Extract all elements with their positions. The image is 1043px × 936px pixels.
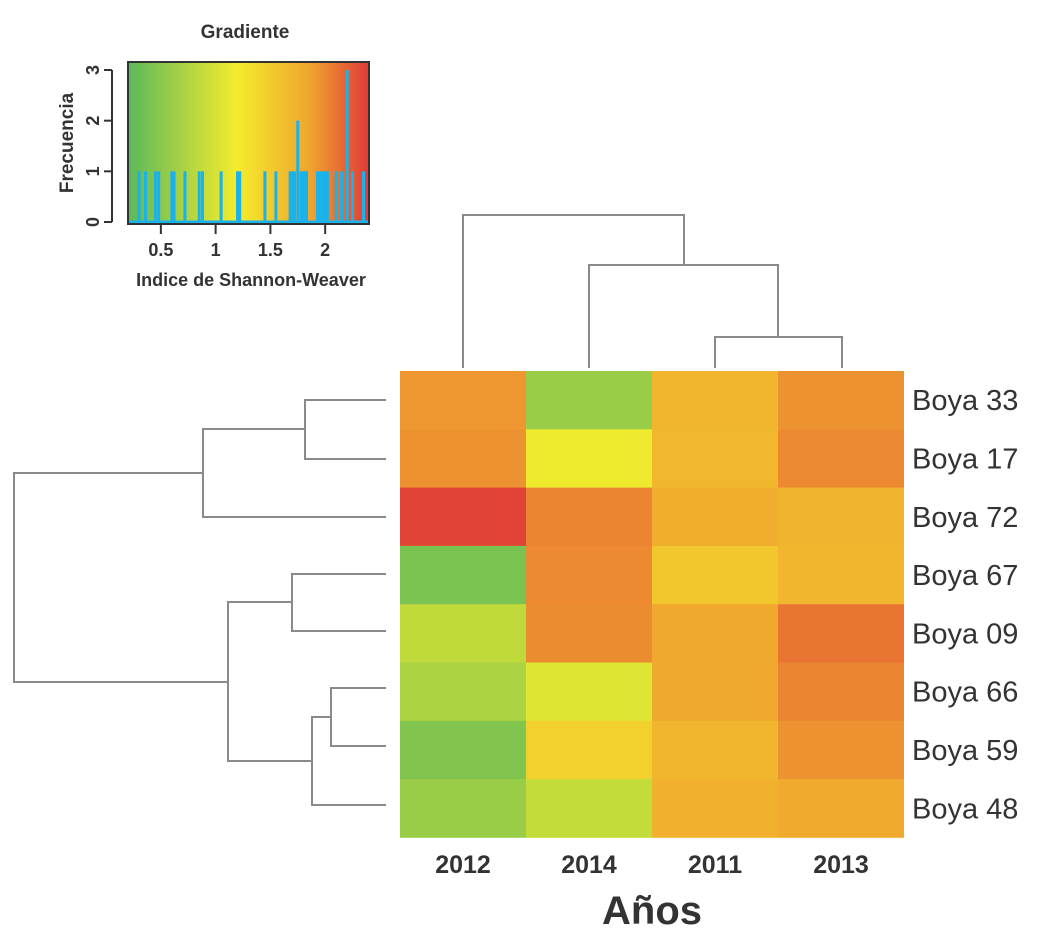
row-dendro-lower-group <box>227 601 312 762</box>
key-y-ticks: 0 1 2 3 <box>83 65 112 227</box>
heatmap-cell <box>778 545 904 605</box>
row-dendro-72 <box>202 428 386 518</box>
row-dendro-67-09 <box>291 573 386 632</box>
heatmap-cell <box>652 429 778 488</box>
heatmap-cell <box>526 662 652 722</box>
row-label: Boya 67 <box>912 560 1018 592</box>
heatmap-grid <box>400 371 904 838</box>
row-label: Boya 72 <box>912 502 1018 534</box>
heatmap-cell <box>652 545 778 605</box>
heatmap-cell <box>526 779 652 838</box>
row-label: Boya 66 <box>912 677 1018 709</box>
heatmap-cell <box>400 720 526 780</box>
heatmap-cell <box>778 720 904 780</box>
key-gradient-bar <box>128 62 369 224</box>
heatmap-cell <box>652 662 778 722</box>
heatmap-cell <box>400 545 526 605</box>
x-tick-label: 2 <box>320 240 330 260</box>
heatmap-cell <box>400 779 526 838</box>
x-axis-title: Años <box>602 889 702 933</box>
heatmap-cell <box>778 779 904 838</box>
col-dendro-branch-2011-2013 <box>714 336 843 368</box>
heatmap-cell <box>652 371 778 430</box>
y-tick-label: 2 <box>83 116 103 126</box>
heatmap-cell <box>400 429 526 488</box>
heatmap-cell <box>400 604 526 663</box>
heatmap-cell <box>526 604 652 663</box>
row-dendro-root <box>13 472 228 683</box>
heatmap-cell <box>526 371 652 430</box>
column-dendrogram <box>462 214 843 368</box>
heatmap-cell <box>526 429 652 488</box>
key-y-label: Frecuencia <box>57 92 78 193</box>
x-tick-label: 1 <box>211 240 221 260</box>
key-frame <box>127 61 370 225</box>
heatmap-cell <box>400 662 526 722</box>
x-tick-label: 0.5 <box>148 240 173 260</box>
col-dendro-root <box>462 214 685 368</box>
row-labels: Boya 33 Boya 17 Boya 72 Boya 67 Boya 09 Boya … <box>912 385 1018 825</box>
row-label: Boya 09 <box>912 618 1018 650</box>
heatmap-cell <box>526 720 652 780</box>
row-dendro-48 <box>311 716 386 806</box>
row-dendro-33-17 <box>304 399 386 460</box>
heatmap-cell <box>652 487 778 547</box>
row-label: Boya 48 <box>912 793 1018 825</box>
column-labels: 2012 2014 2011 2013 <box>435 851 869 879</box>
heatmap-cell <box>526 545 652 605</box>
y-tick-label: 1 <box>83 166 103 176</box>
heatmap-cell <box>778 429 904 488</box>
heatmap-cell <box>778 487 904 547</box>
column-label: 2011 <box>688 851 742 879</box>
heatmap-cell <box>652 720 778 780</box>
heatmap-cell <box>526 487 652 547</box>
y-tick-label: 3 <box>83 65 103 75</box>
key-title: Gradiente <box>201 22 290 43</box>
x-tick-label: 1.5 <box>258 240 283 260</box>
key-histogram-trace <box>128 70 369 224</box>
row-dendrogram <box>13 399 386 806</box>
key-x-label: Indice de Shannon-Weaver <box>136 270 366 290</box>
row-dendro-66-59 <box>330 687 386 747</box>
column-label: 2013 <box>813 851 869 879</box>
heatmap-cell <box>652 604 778 663</box>
key-x-ticks: 0.5 1 1.5 2 <box>148 224 330 260</box>
row-label: Boya 17 <box>912 443 1018 475</box>
heatmap-cell <box>400 371 526 430</box>
y-tick-label: 0 <box>83 217 103 227</box>
heatmap-cell <box>778 604 904 663</box>
column-label: 2012 <box>435 851 491 879</box>
row-label: Boya 59 <box>912 735 1018 767</box>
heatmap-cell <box>778 662 904 722</box>
heatmap-cell <box>778 371 904 430</box>
column-label: 2014 <box>561 851 617 879</box>
row-label: Boya 33 <box>912 385 1018 417</box>
color-key: Gradiente 0 1 2 3 0.5 1 1.5 2 Frecuencia Indic… <box>57 22 370 290</box>
heatmap-cell <box>400 487 526 547</box>
heatmap-cell <box>652 779 778 838</box>
col-dendro-branch-2014 <box>588 264 779 368</box>
